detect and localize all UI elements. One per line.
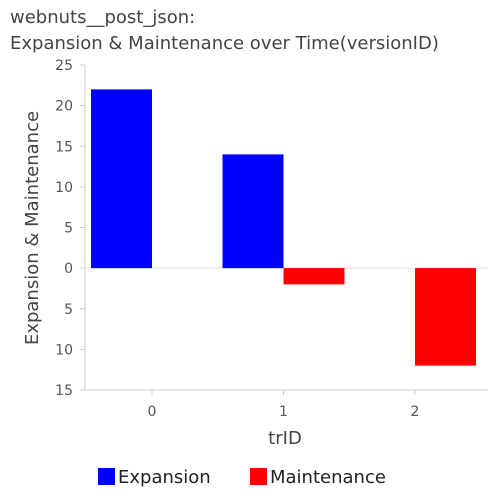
legend-label-maintenance: Maintenance <box>270 467 386 488</box>
y-tick-label: 25 <box>55 58 73 74</box>
y-tick-label: 10 <box>55 342 73 358</box>
legend: Expansion Maintenance <box>98 467 386 488</box>
bar-expansion-0 <box>91 89 152 268</box>
y-tick-label: 5 <box>64 221 73 237</box>
y-tick-label: 10 <box>55 180 73 196</box>
bar-expansion-1 <box>223 154 284 268</box>
legend-label-expansion: Expansion <box>118 467 211 488</box>
y-axis-title: Expansion & Maintenance <box>22 111 43 345</box>
x-tick-label: 1 <box>279 404 288 420</box>
y-tick-label: 5 <box>64 302 73 318</box>
y-tick-label: 0 <box>64 261 73 277</box>
x-tick-label: 0 <box>148 404 157 420</box>
legend-swatch-maintenance <box>250 468 267 485</box>
x-tick-label: 2 <box>411 404 420 420</box>
bar-maintenance-2 <box>415 268 476 366</box>
y-axis-ticks: 25 20 15 10 5 0 5 10 15 <box>55 58 85 399</box>
y-tick-label: 15 <box>55 383 73 399</box>
y-tick-label: 20 <box>55 99 73 115</box>
x-axis-title: trID <box>268 428 302 449</box>
bars <box>91 89 476 365</box>
legend-swatch-expansion <box>98 468 115 485</box>
bar-maintenance-1 <box>284 268 345 284</box>
x-axis-ticks: 0 1 2 <box>148 390 420 420</box>
y-tick-label: 15 <box>55 139 73 155</box>
